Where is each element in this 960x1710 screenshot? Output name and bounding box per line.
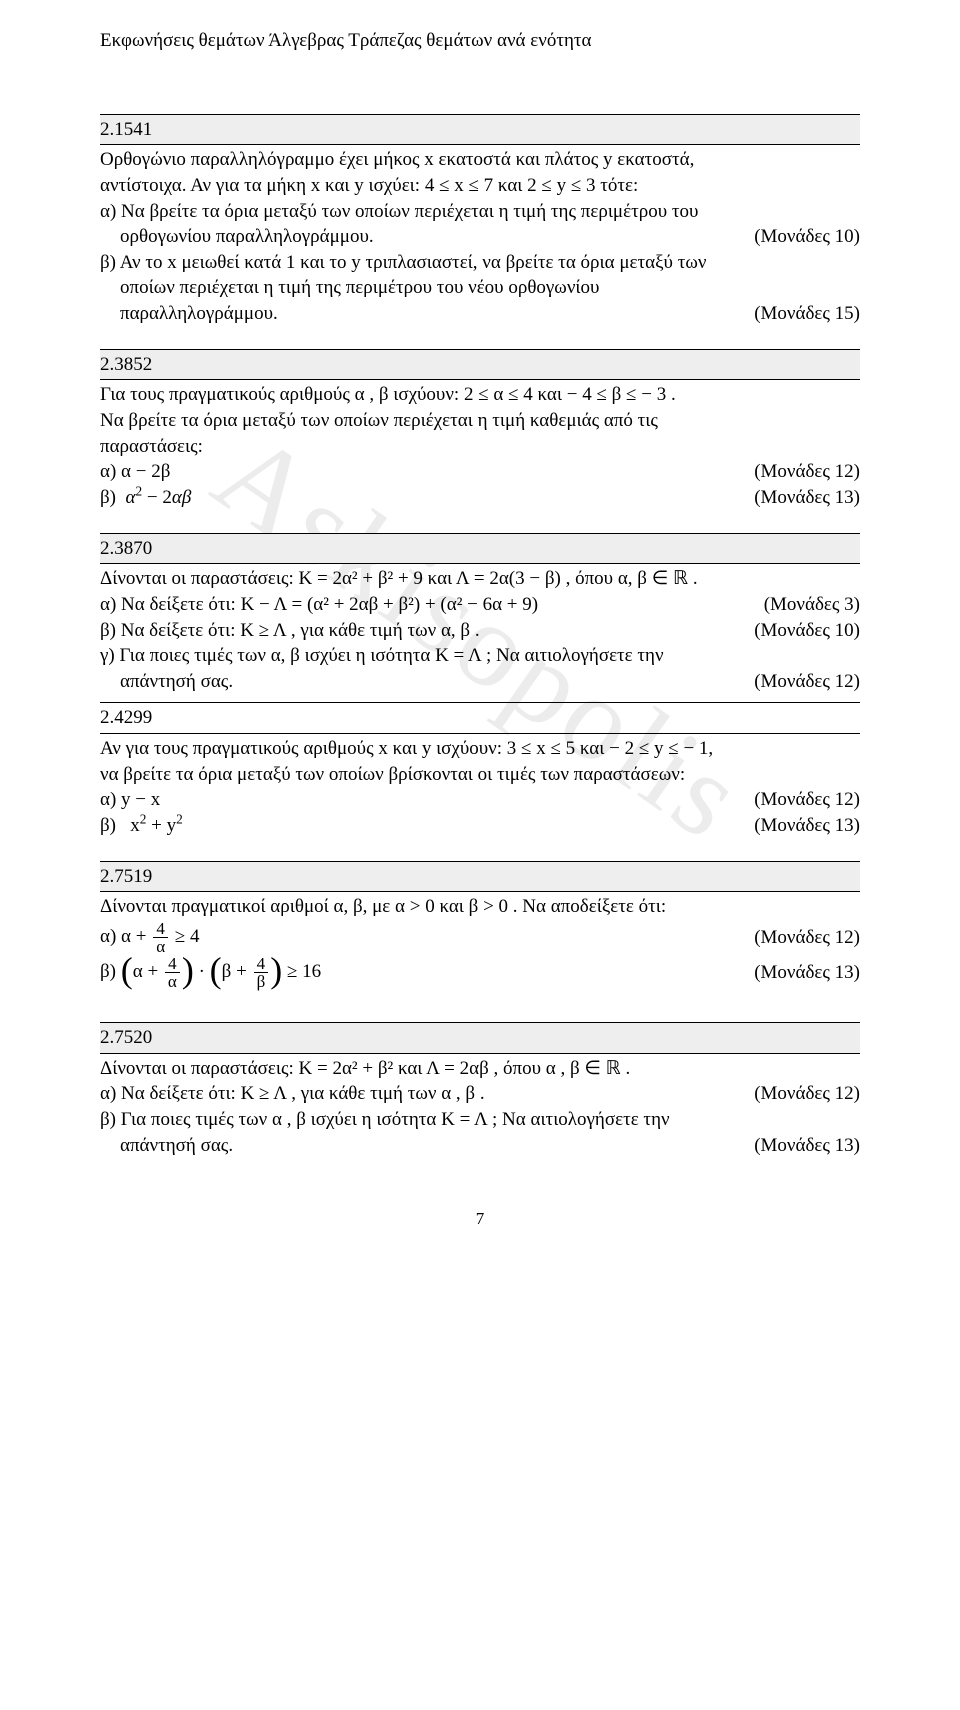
page-number: 7 [100,1208,860,1231]
text-span: · [194,961,210,982]
points-label: (Μονάδες 13) [754,1133,860,1159]
problem-header-2-4299: 2.4299 [100,702,860,734]
text-span: α + [133,961,163,982]
problem-number: 2.3852 [100,354,152,375]
numerator: 4 [153,920,168,938]
numerator: 4 [165,955,180,973]
document-header: Εκφωνήσεις θεμάτων Άλγεβρας Τράπεζας θεμ… [100,28,860,54]
text-line: παραστάσεις: [100,434,860,460]
text-line: Αν για τους πραγματικούς αριθμούς x και … [100,736,860,762]
left-paren-icon: ( [121,956,133,985]
points-label: (Μονάδες 13) [754,813,860,839]
text-line: απάντησή σας. [100,669,233,695]
denominator: β [254,973,269,990]
real-symbol: ℝ [606,1058,621,1079]
text-span: α) α + [100,926,151,947]
text-line: Δίνονται οι παραστάσεις: Κ = 2α² + β² κα… [100,1056,860,1082]
points-label: (Μονάδες 10) [754,618,860,644]
text-line: α) y − x [100,787,160,813]
fraction: 4α [165,955,180,990]
text-line: Ορθογώνιο παραλληλόγραμμο έχει μήκος x ε… [100,147,860,173]
problem-header-2-3870: 2.3870 [100,533,860,565]
text-line: β) (α + 4α) · (β + 4β) ≥ 16 [100,955,321,990]
problem-header-2-7519: 2.7519 [100,861,860,893]
text-span: ≥ 16 [282,961,321,982]
problem-number: 2.4299 [100,707,152,728]
text-line: β) x2 + y2 [100,813,183,839]
text-span: . [621,1058,631,1079]
text-line: αντίστοιχα. Αν για τα μήκη x και y ισχύε… [100,173,860,199]
points-label: (Μονάδες 12) [754,925,860,951]
problem-header-2-3852: 2.3852 [100,349,860,381]
left-paren-icon: ( [210,956,222,985]
text-line: β) Να δείξετε ότι: Κ ≥ Λ , για κάθε τιμή… [100,618,480,644]
numerator: 4 [254,955,269,973]
problem-number: 2.1541 [100,119,152,140]
right-paren-icon: ) [182,956,194,985]
text-line: Για τους πραγματικούς αριθμούς α , β ισχ… [100,382,860,408]
text-line: β) Αν το x μειωθεί κατά 1 και το y τριπλ… [100,250,860,276]
points-label: (Μονάδες 3) [764,592,860,618]
points-label: (Μονάδες 13) [754,485,860,511]
text-line: β) Για ποιες τιμές των α , β ισχύει η ισ… [100,1107,860,1133]
problem-number: 2.7520 [100,1027,152,1048]
text-span: ≥ 4 [170,926,199,947]
text-span: (3 − β) , όπου α, β ∈ [509,568,673,589]
text-line: Δίνονται πραγματικοί αριθμοί α, β, με α … [100,894,860,920]
text-line: ορθογωνίου παραλληλογράμμου. [100,224,374,250]
problem-header-2-1541: 2.1541 [100,114,860,146]
text-line: β) α2 − 2αβ [100,485,191,511]
real-symbol: ℝ [673,568,688,589]
denominator: α [165,973,180,990]
text-line: οποίων περιέχεται η τιμή της περιμέτρου … [100,275,860,301]
fraction: 4β [254,955,269,990]
problem-header-2-7520: 2.7520 [100,1022,860,1054]
text-line: α) α − 2β [100,459,170,485]
text-line: απάντησή σας. [100,1133,233,1159]
points-label: (Μονάδες 13) [754,960,860,986]
text-span: . [688,568,698,589]
points-label: (Μονάδες 15) [754,301,860,327]
points-label: (Μονάδες 10) [754,224,860,250]
text-line: Δίνονται οι παραστάσεις: Κ = 2α² + β² + … [100,566,860,592]
problem-number: 2.7519 [100,866,152,887]
text-line: α) Να δείξετε ότι: Κ − Λ = (α² + 2αβ + β… [100,592,538,618]
text-line: α) Να βρείτε τα όρια μεταξύ των οποίων π… [100,199,860,225]
points-label: (Μονάδες 12) [754,669,860,695]
problem-number: 2.3870 [100,538,152,559]
text-span: β) [100,961,121,982]
points-label: (Μονάδες 12) [754,459,860,485]
text-line: παραλληλογράμμου. [100,301,278,327]
text-span: β + [222,961,252,982]
text-line: γ) Για ποιες τιμές των α, β ισχύει η ισό… [100,643,860,669]
text-line: α) Να δείξετε ότι: Κ ≥ Λ , για κάθε τιμή… [100,1081,485,1107]
points-label: (Μονάδες 12) [754,1081,860,1107]
text-span: Δίνονται οι παραστάσεις: Κ = 2α² + β² κα… [100,1058,606,1079]
points-label: (Μονάδες 12) [754,787,860,813]
text-line: Να βρείτε τα όρια μεταξύ των οποίων περι… [100,408,860,434]
text-line: να βρείτε τα όρια μεταξύ των οποίων βρίσ… [100,762,860,788]
fraction: 4α [153,920,168,955]
text-span: Δίνονται οι παραστάσεις: Κ = 2α² + β² + … [100,568,509,589]
denominator: α [153,938,168,955]
right-paren-icon: ) [270,956,282,985]
